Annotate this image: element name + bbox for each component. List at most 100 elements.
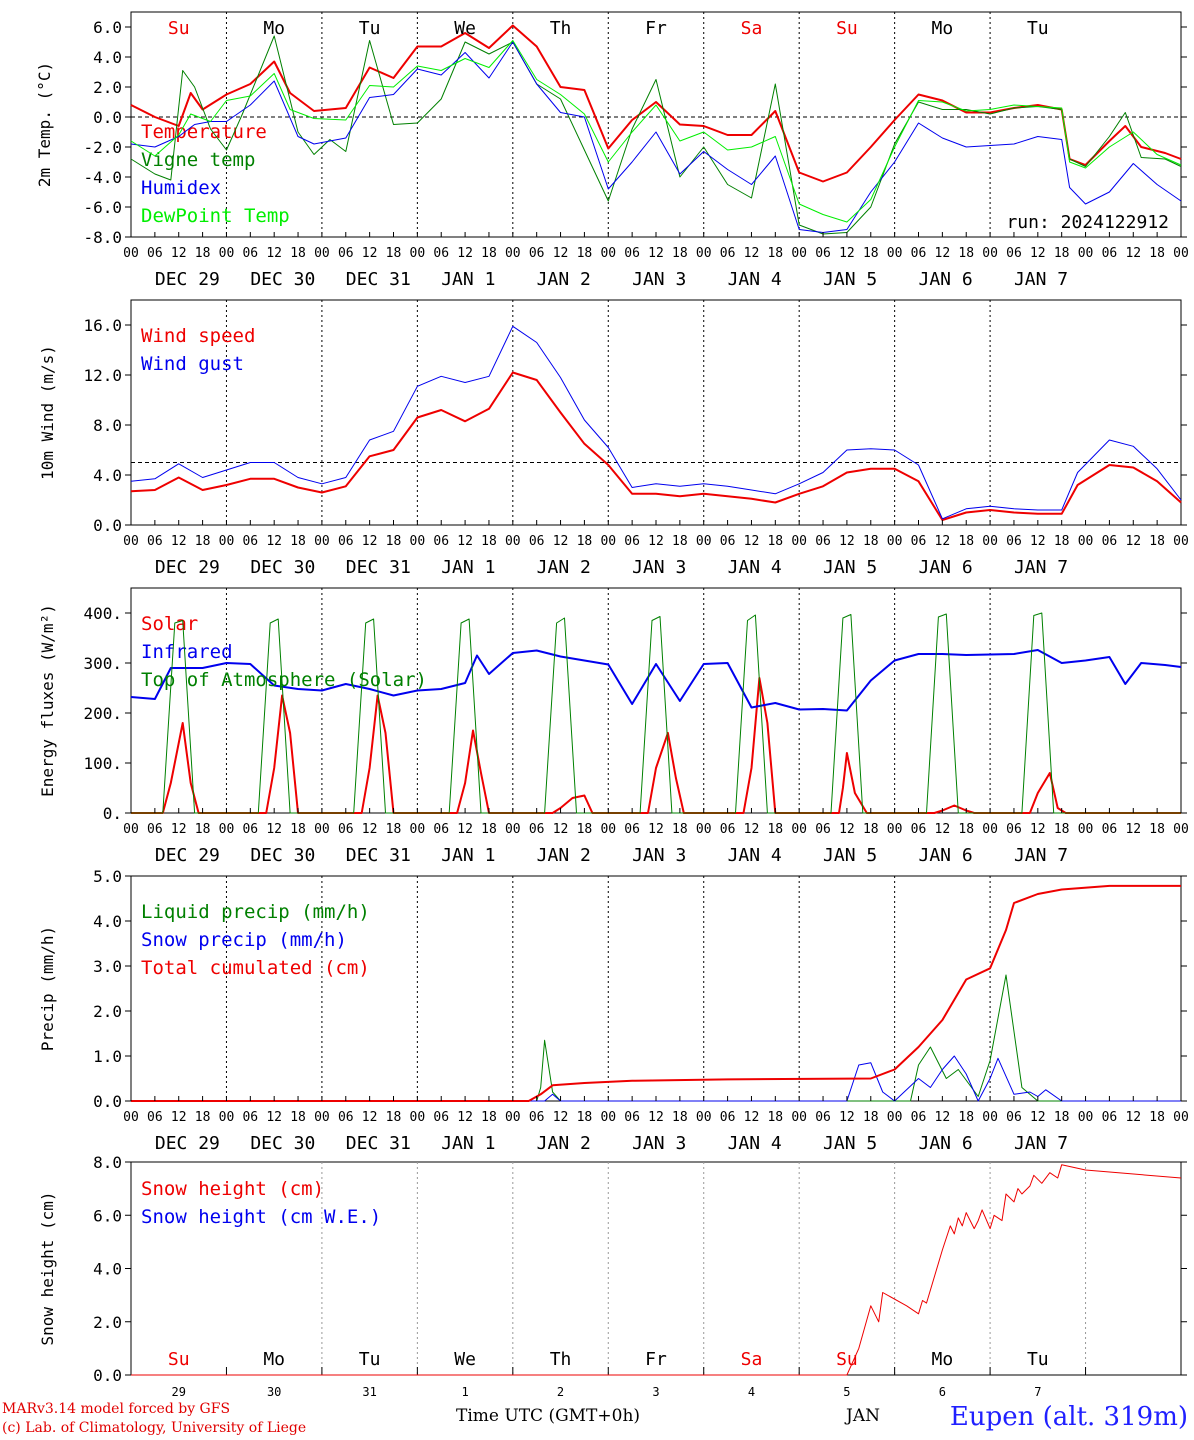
date-label: DEC 31 [346,557,411,578]
hour-tick-label: 00 [505,246,521,261]
hour-tick-label: 06 [147,1110,163,1125]
hour-tick-label: 00 [982,1110,998,1125]
hour-tick-label: 18 [290,822,306,837]
weekday-label: Fr [645,18,667,39]
hour-tick-label: 12 [1030,1110,1046,1125]
y-axis-label: Snow height (cm) [38,1191,57,1345]
hour-tick-label: 18 [386,822,402,837]
y-tick-label: 4.0 [93,466,122,485]
series-wind-speed [130,371,1182,521]
hour-tick-label: 12 [1125,822,1141,837]
hour-tick-label: 18 [672,822,688,837]
hour-tick-label: 18 [672,534,688,549]
hour-tick-label: 06 [529,822,545,837]
hour-tick-label: 12 [648,246,664,261]
hour-tick-label: 18 [1054,246,1070,261]
hour-tick-label: 18 [386,534,402,549]
hour-tick-label: 12 [171,1110,187,1125]
hour-tick-label: 18 [767,822,783,837]
date-label: DEC 31 [346,269,411,290]
weekday-label: Mo [932,18,954,39]
day-number-label: 2 [557,1385,564,1399]
hour-tick-label: 00 [219,1110,235,1125]
y-tick-label: 4.0 [93,1260,122,1279]
hour-tick-label: 06 [911,246,927,261]
weekday-label: Mo [263,18,285,39]
hour-tick-label: 18 [767,534,783,549]
hour-tick-label: 00 [410,246,426,261]
date-label: JAN 4 [728,557,782,578]
date-label: JAN 1 [441,1133,495,1154]
hour-tick-label: 06 [1006,534,1022,549]
date-label: JAN 4 [728,845,782,866]
date-label: DEC 29 [155,1133,220,1154]
hour-tick-label: 18 [767,1110,783,1125]
series-infrared [130,649,1182,712]
hour-tick-label: 00 [982,822,998,837]
hour-tick-label: 00 [314,246,330,261]
hour-tick-label: 18 [958,534,974,549]
series-dewpoint-temp [130,40,1182,223]
y-tick-label: 0.0 [93,516,122,535]
hour-tick-label: 00 [1173,246,1189,261]
date-label: JAN 2 [537,845,591,866]
hour-tick-label: 18 [1149,1110,1165,1125]
hour-tick-label: 12 [839,822,855,837]
date-label: DEC 29 [155,557,220,578]
hour-tick-label: 18 [958,246,974,261]
hour-tick-label: 12 [1030,822,1046,837]
date-label: JAN 6 [919,557,973,578]
y-tick-label: 200. [83,704,122,723]
hour-tick-label: 12 [266,534,282,549]
weekday-label: Sa [741,1349,763,1370]
hour-tick-label: 12 [171,534,187,549]
hour-tick-label: 00 [123,1110,139,1125]
series-humidex [130,41,1182,233]
date-label: JAN 3 [632,845,686,866]
hour-tick-label: 18 [577,1110,593,1125]
day-number-label: 29 [172,1385,186,1399]
hour-tick-label: 12 [839,1110,855,1125]
hour-tick-label: 06 [624,246,640,261]
hour-tick-label: 06 [1102,822,1118,837]
legend-entry: Temperature [141,121,267,143]
date-label: JAN 2 [537,1133,591,1154]
hour-tick-label: 18 [577,246,593,261]
hour-tick-label: 18 [1054,534,1070,549]
lab-credit: (c) Lab. of Climatology, University of L… [2,1420,307,1436]
legend-entry: Liquid precip (mm/h) [141,901,370,923]
y-tick-label: -2.0 [83,138,122,157]
legend-entry: Top of Atmosphere (Solar) [141,669,427,691]
y-tick-label: 0. [103,804,122,823]
y-tick-label: -6.0 [83,198,122,217]
date-label: JAN 5 [823,845,877,866]
day-number-label: 30 [267,1385,281,1399]
panel-temp: -8.0 -6.0 -4.0 -2.0 0.0 2.0 4.0 6.0 2m Temp. (°C… [35,11,1189,290]
hour-tick-label: 18 [863,822,879,837]
day-number-label: 7 [1034,1385,1041,1399]
hour-tick-label: 06 [242,822,258,837]
date-label: JAN 6 [919,269,973,290]
y-tick-label: 1.0 [93,1047,122,1066]
run-annotation: run: 2024122912 [1006,212,1169,233]
hour-tick-label: 12 [935,246,951,261]
hour-tick-label: 06 [433,534,449,549]
y-axis-label: 2m Temp. (°C) [35,62,54,187]
hour-tick-label: 06 [433,822,449,837]
hour-tick-label: 00 [314,1110,330,1125]
hour-tick-label: 12 [362,1110,378,1125]
date-label: JAN 7 [1014,1133,1068,1154]
date-label: JAN 1 [441,845,495,866]
weekday-label: Su [168,1349,190,1370]
hour-tick-label: 12 [1125,1110,1141,1125]
panel-snow: 0.0 2.0 4.0 6.0 8.0 Snow height (cm) Snow heig… [38,1153,1187,1399]
weekday-label: We [454,18,476,39]
y-tick-label: 6.0 [93,18,122,37]
hour-tick-label: 18 [290,534,306,549]
y-tick-label: 5.0 [93,867,122,886]
hour-tick-label: 00 [505,1110,521,1125]
hour-tick-label: 00 [982,534,998,549]
hour-tick-label: 00 [1078,246,1094,261]
legend-entry: Snow precip (mm/h) [141,929,347,951]
hour-tick-label: 00 [410,822,426,837]
